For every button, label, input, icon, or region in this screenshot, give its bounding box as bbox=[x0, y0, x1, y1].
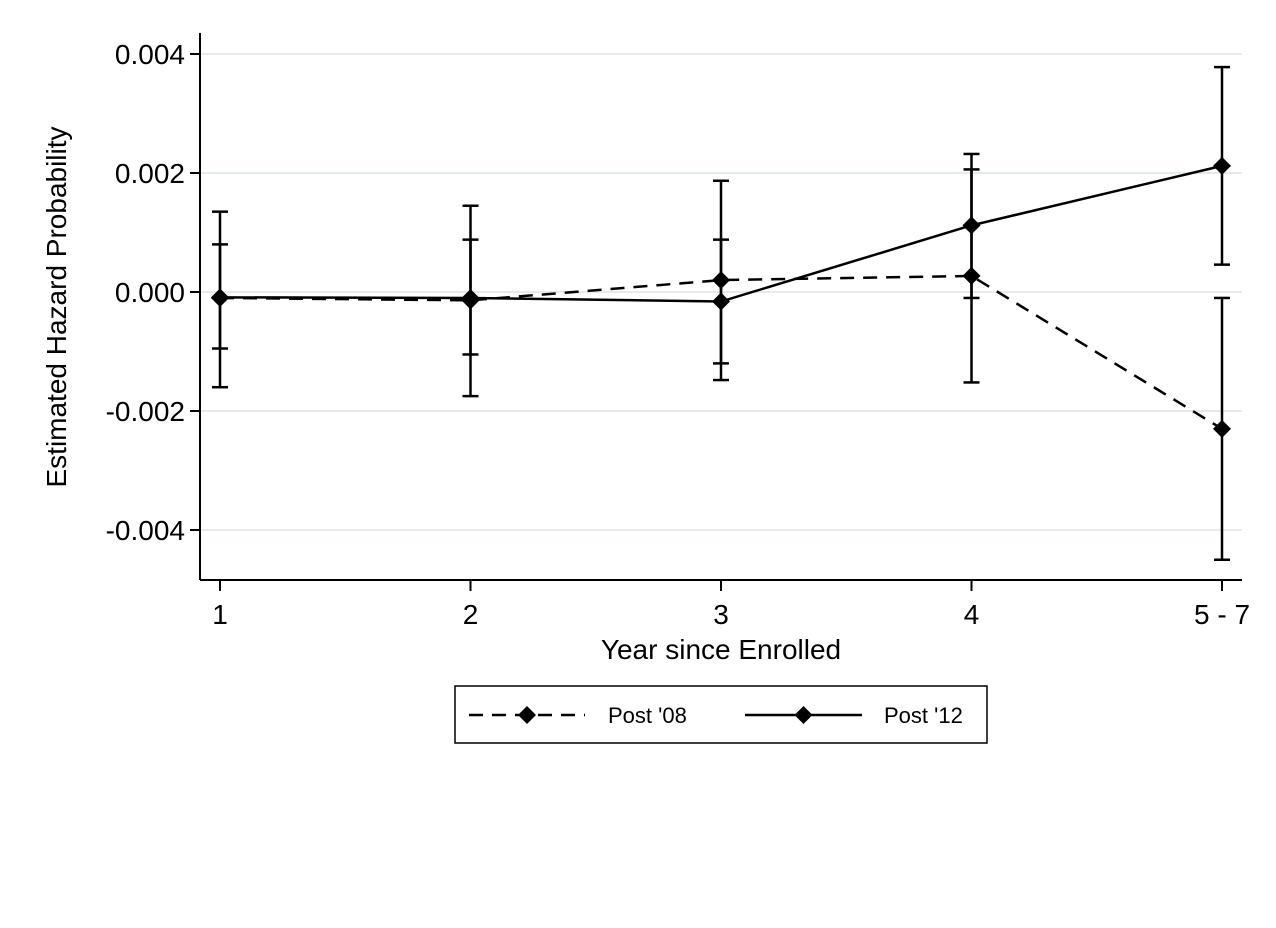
legend-marker-post-08 bbox=[518, 706, 536, 724]
x-tick-label: 4 bbox=[964, 599, 980, 630]
post-12-marker bbox=[211, 288, 229, 307]
y-tick-label: 0.002 bbox=[115, 158, 185, 189]
x-axis-title: Year since Enrolled bbox=[601, 634, 841, 665]
x-tick-label: 2 bbox=[463, 599, 479, 630]
post-08-marker bbox=[1213, 419, 1231, 438]
post-12-marker bbox=[962, 216, 981, 235]
x-tick-label: 3 bbox=[713, 599, 729, 630]
x-tick-label: 1 bbox=[212, 599, 228, 630]
legend-label-post-12: Post '12 bbox=[884, 703, 963, 728]
y-tick-label: -0.002 bbox=[106, 396, 185, 427]
series-markers bbox=[211, 156, 1231, 438]
y-ticks: 0.004 0.002 0.000 -0.002 -0.004 bbox=[106, 39, 200, 546]
post-08-marker bbox=[712, 271, 730, 290]
y-tick-label: 0.000 bbox=[115, 277, 185, 308]
legend: Post '08 Post '12 bbox=[454, 685, 988, 744]
y-tick-label: 0.004 bbox=[115, 39, 185, 70]
error-bars bbox=[212, 65, 1230, 561]
post-12-marker bbox=[461, 288, 480, 307]
legend-label-post-08: Post '08 bbox=[608, 703, 687, 728]
x-ticks: 1 2 3 4 5 - 7 bbox=[212, 580, 1250, 630]
y-tick-label: -0.004 bbox=[106, 515, 185, 546]
post-08-series-line bbox=[219, 274, 1223, 430]
post-08-marker bbox=[962, 266, 981, 285]
post-12-marker bbox=[712, 292, 730, 311]
x-tick-label: 5 - 7 bbox=[1194, 599, 1250, 630]
legend-marker-post-12 bbox=[794, 706, 813, 724]
y-axis-title: Estimated Hazard Probability bbox=[41, 126, 72, 487]
post-12-marker bbox=[1213, 156, 1231, 175]
